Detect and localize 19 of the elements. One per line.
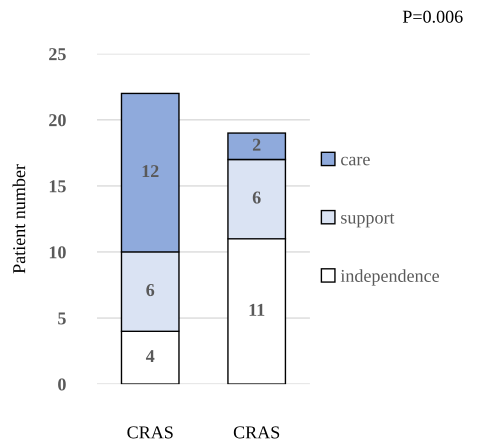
legend-label: care: [341, 156, 370, 166]
legend-label: independence: [340, 269, 439, 286]
text: P=0.006: [402, 10, 463, 23]
data-label: 11: [250, 304, 264, 316]
data-label: 4: [146, 350, 154, 362]
data-label: 6: [252, 192, 261, 204]
data-label: 12: [142, 165, 158, 178]
y-tick-label: 25: [49, 48, 66, 60]
x-tick-label: CRAS: [234, 426, 280, 438]
y-tick-label: 15: [50, 180, 66, 192]
data-label: 2: [252, 138, 260, 151]
y-tick-label: 10: [50, 246, 66, 258]
y-axis-title: Patient number: [12, 164, 26, 274]
y-tick-label: 0: [58, 378, 66, 391]
y-tick-label: 5: [58, 312, 66, 324]
y-tick-label: 20: [49, 114, 66, 126]
data-label: 6: [146, 284, 154, 296]
legend-label: support: [341, 213, 394, 228]
x-tick-label: CRAS: [127, 426, 173, 438]
